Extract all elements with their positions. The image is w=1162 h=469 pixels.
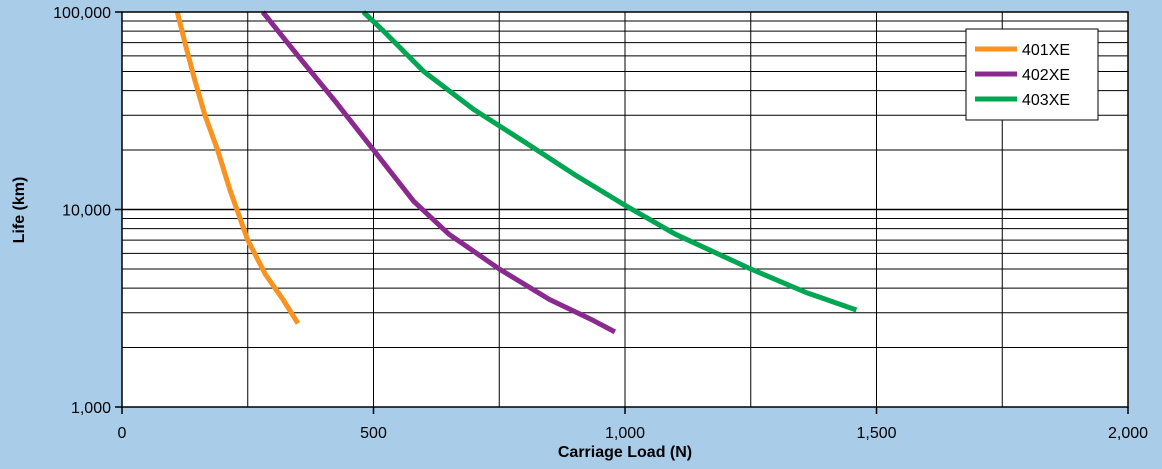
x-tick-label: 1,500 (856, 425, 896, 442)
series-line-401xe (174, 11, 301, 325)
x-tick-label: 0 (118, 425, 127, 442)
y-tick-label: 10,000 (62, 203, 111, 220)
series-layer (174, 10, 858, 335)
x-tick-label: 1,000 (605, 425, 645, 442)
y-tick-label: 1,000 (71, 400, 111, 417)
series-line-402xe (260, 10, 617, 335)
x-tick-label: 2,000 (1108, 425, 1148, 442)
legend: 401XE 402XE 403XE (965, 28, 1099, 121)
y-axis-title: Life (km) (11, 177, 28, 244)
x-axis-title: Carriage Load (N) (558, 444, 692, 461)
ticks: 0 500 1,000 1,500 2,000 1,000 10,000 100,000 (53, 5, 1148, 442)
x-tick-label: 500 (360, 425, 387, 442)
y-tick-label: 100,000 (53, 5, 111, 22)
legend-label: 402XE (1022, 67, 1070, 84)
legend-label: 401XE (1022, 42, 1070, 59)
series-line-403xe (361, 10, 858, 313)
legend-label: 403XE (1022, 92, 1070, 109)
